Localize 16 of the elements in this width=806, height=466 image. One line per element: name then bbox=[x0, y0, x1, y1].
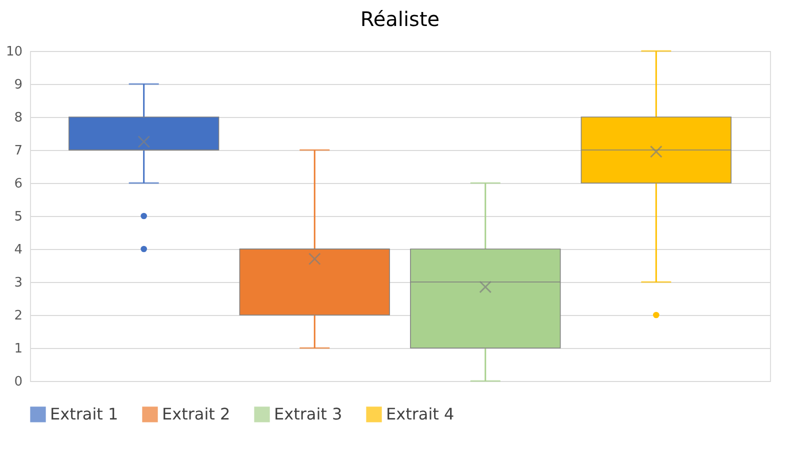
legend-label: Extrait 3 bbox=[274, 404, 342, 424]
legend-label: Extrait 1 bbox=[50, 404, 118, 424]
y-tick-label: 3 bbox=[14, 276, 22, 290]
y-tick-label: 6 bbox=[14, 176, 22, 192]
y-tick-label: 0 bbox=[14, 374, 22, 390]
y-tick-label: 5 bbox=[14, 210, 22, 224]
y-tick-label: 1 bbox=[14, 342, 22, 356]
y-tick-label: 7 bbox=[14, 144, 22, 158]
y-tick-label: 2 bbox=[14, 308, 22, 324]
y-tick-label: 9 bbox=[14, 78, 22, 92]
chart-title: Réaliste bbox=[360, 7, 440, 31]
y-tick-label: 10 bbox=[6, 44, 22, 60]
y-tick-label: 8 bbox=[14, 110, 22, 126]
legend-label: Extrait 4 bbox=[386, 404, 454, 424]
legend-label: Extrait 2 bbox=[162, 404, 230, 424]
y-tick-label: 4 bbox=[14, 242, 22, 258]
